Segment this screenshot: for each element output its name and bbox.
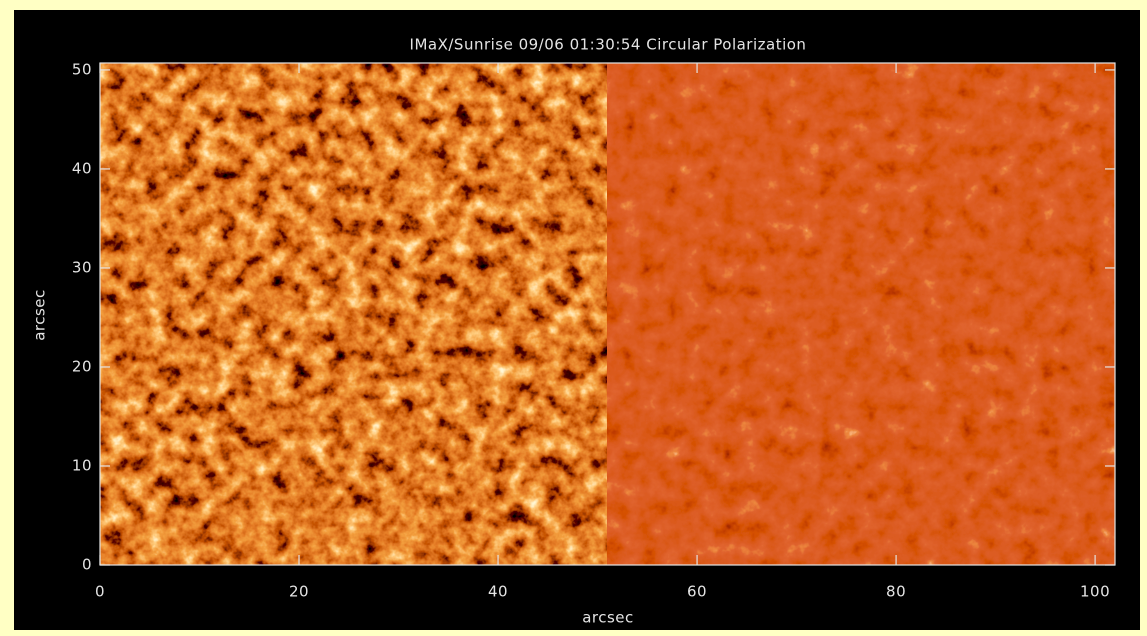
image-panel — [607, 63, 1115, 565]
image-panel — [100, 63, 607, 565]
y-axis-label: arcsec — [31, 289, 49, 341]
y-tick-label: 50 — [72, 60, 92, 78]
x-tick-label: 0 — [95, 583, 105, 601]
y-tick-label: 0 — [82, 556, 92, 574]
x-axis-label: arcsec — [582, 609, 634, 627]
chart-title: IMaX/Sunrise 09/06 01:30:54 Circular Pol… — [410, 36, 807, 54]
y-tick-label: 40 — [72, 159, 92, 177]
page: {"chart_data": {"type": "image", "title"… — [0, 0, 1147, 636]
x-tick-label: 40 — [488, 583, 508, 601]
y-tick-label: 30 — [72, 258, 92, 276]
x-tick-label: 20 — [289, 583, 309, 601]
y-tick-label: 20 — [72, 357, 92, 375]
y-tick-label: 10 — [72, 456, 92, 474]
x-tick-label: 80 — [886, 583, 906, 601]
x-tick-label: 100 — [1080, 583, 1110, 601]
x-tick-label: 60 — [687, 583, 707, 601]
chart: IMaX/Sunrise 09/06 01:30:54 Circular Pol… — [0, 0, 1147, 636]
